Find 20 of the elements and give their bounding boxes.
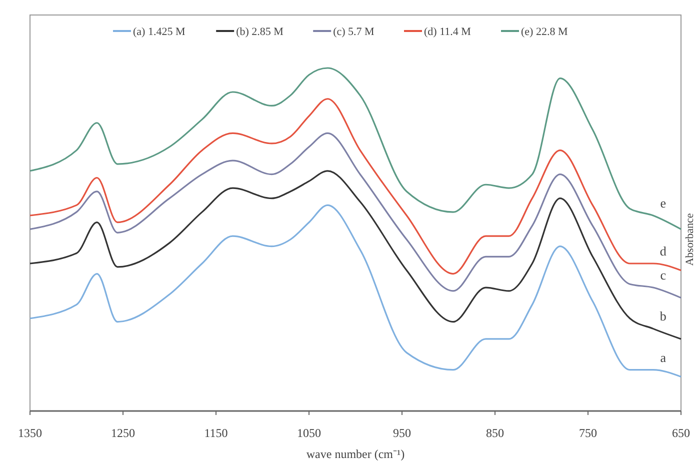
y-axis-title: Absorbance: [684, 213, 696, 266]
annotation: a: [660, 350, 666, 365]
legend-label: (c) 5.7 M: [333, 26, 375, 38]
x-tick-label: 1050: [297, 426, 321, 440]
legend-label: (e) 22.8 M: [521, 26, 568, 38]
x-tick-label: 850: [486, 426, 504, 440]
x-tick-label: 1150: [204, 426, 228, 440]
legend-label: (b) 2.85 M: [236, 26, 284, 38]
x-tick-label: 1350: [18, 426, 42, 440]
x-tick-label: 750: [579, 426, 597, 440]
annotation: d: [660, 244, 667, 259]
annotation: c: [660, 268, 666, 283]
x-tick-label: 1250: [111, 426, 135, 440]
legend-label: (a) 1.425 M: [133, 26, 186, 38]
x-tick-label: 950: [393, 426, 411, 440]
x-tick-label: 650: [672, 426, 690, 440]
legend-label: (d) 11.4 M: [424, 26, 472, 38]
annotation: e: [660, 195, 666, 210]
x-axis-title: wave number (cm⁻¹): [306, 447, 405, 461]
annotation: b: [660, 308, 666, 324]
